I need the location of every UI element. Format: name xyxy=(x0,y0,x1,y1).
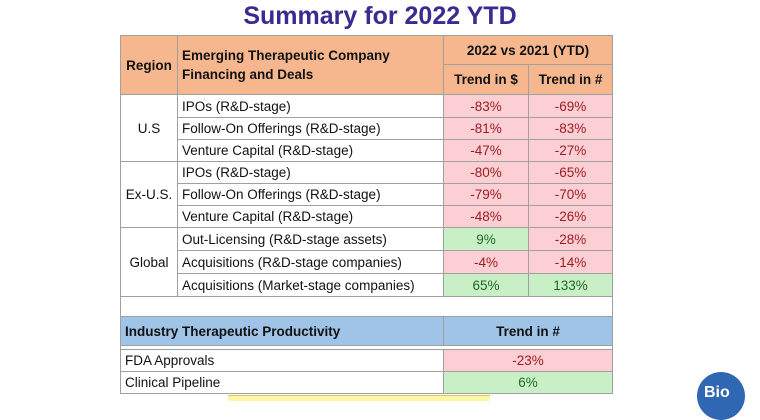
table-row-label: Acquisitions (R&D-stage companies) xyxy=(177,250,444,274)
trend-count-cell: -69% xyxy=(528,94,613,118)
region-cell: Ex-U.S. xyxy=(120,161,178,228)
region-header: Region xyxy=(120,35,178,95)
table-row-label: Venture Capital (R&D-stage) xyxy=(177,205,444,228)
emerging-header-line2: Financing and Deals xyxy=(182,67,314,82)
trend-dollar-cell: 9% xyxy=(443,227,529,251)
trend-dollar-cell: -80% xyxy=(443,161,529,184)
table-row-label: Acquisitions (Market-stage companies) xyxy=(177,273,444,297)
table-row-label: Venture Capital (R&D-stage) xyxy=(177,139,444,162)
trend-dollar-cell: 65% xyxy=(443,273,529,297)
table-row-label: Follow-On Offerings (R&D-stage) xyxy=(177,117,444,140)
page-title: Summary for 2022 YTD xyxy=(243,2,517,30)
trend-dollar-cell: -79% xyxy=(443,183,529,206)
region-cell: Global xyxy=(120,227,178,297)
comparison-header: 2022 vs 2021 (YTD) xyxy=(443,35,613,65)
table-row-label: Follow-On Offerings (R&D-stage) xyxy=(177,183,444,206)
trend-count-cell: -83% xyxy=(528,117,613,140)
trend-count-header: Trend in # xyxy=(528,64,613,95)
trend-count-cell: -65% xyxy=(528,161,613,184)
trend-count-cell: -26% xyxy=(528,205,613,228)
trend-count-cell: -28% xyxy=(528,227,613,251)
productivity-trend-cell: -23% xyxy=(443,349,613,372)
trend-dollar-cell: -48% xyxy=(443,205,529,228)
productivity-header: Industry Therapeutic Productivity xyxy=(120,316,444,346)
productivity-row-label: Clinical Pipeline xyxy=(120,371,444,394)
table-row-label: IPOs (R&D-stage) xyxy=(177,161,444,184)
emerging-header: Emerging Therapeutic Company Financing a… xyxy=(177,35,444,95)
trend-count-cell: -27% xyxy=(528,139,613,162)
summary-table: Region Emerging Therapeutic Company Fina… xyxy=(120,35,613,395)
trend-count-cell: -14% xyxy=(528,250,613,274)
productivity-row-label: FDA Approvals xyxy=(120,349,444,372)
trend-dollar-cell: -83% xyxy=(443,94,529,118)
spacer-row xyxy=(120,296,613,317)
emerging-header-line1: Emerging Therapeutic Company xyxy=(182,48,390,63)
table-row-label: Out-Licensing (R&D-stage assets) xyxy=(177,227,444,251)
productivity-trend-cell: 6% xyxy=(443,371,613,394)
trend-dollar-header: Trend in $ xyxy=(443,64,529,95)
region-cell: U.S xyxy=(120,94,178,162)
trend-dollar-cell: -81% xyxy=(443,117,529,140)
trend-dollar-cell: -47% xyxy=(443,139,529,162)
trend-count-cell: 133% xyxy=(528,273,613,297)
bio-logo-text: Bio xyxy=(704,384,730,401)
trend-dollar-cell: -4% xyxy=(443,250,529,274)
footer-note-strip xyxy=(228,395,490,401)
table-row-label: IPOs (R&D-stage) xyxy=(177,94,444,118)
trend-count-cell: -70% xyxy=(528,183,613,206)
productivity-trend-header: Trend in # xyxy=(443,316,613,346)
